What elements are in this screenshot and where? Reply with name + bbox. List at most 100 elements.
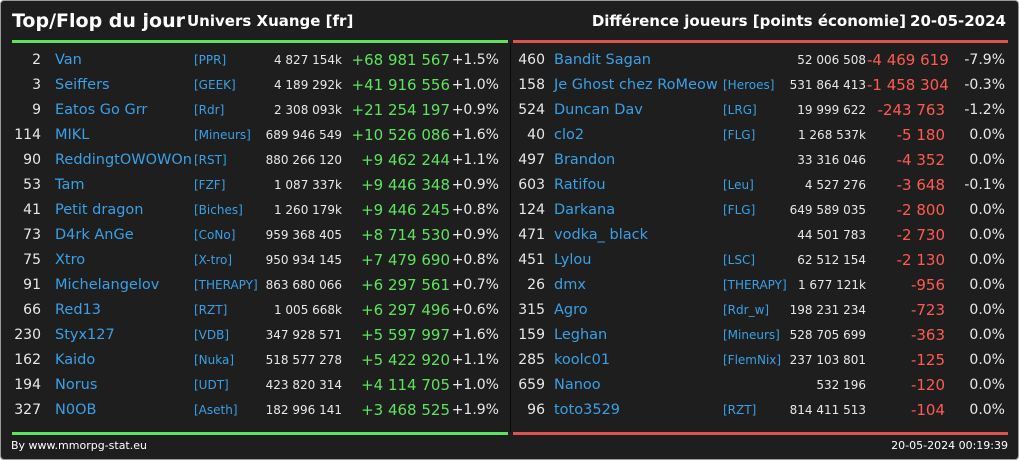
flop-percent-change: 0.0% bbox=[969, 402, 1005, 418]
top-alliance-tag[interactable]: [Biches] bbox=[194, 203, 243, 217]
flop-points: 528 705 699 bbox=[789, 328, 866, 342]
top-rank: 90 bbox=[23, 152, 41, 168]
flop-alliance-tag[interactable]: [FLG] bbox=[723, 203, 756, 217]
top-alliance-tag[interactable]: [GEEK] bbox=[194, 78, 236, 92]
flop-points: 33 316 046 bbox=[797, 153, 866, 167]
top-alliance-tag[interactable]: [RST] bbox=[194, 153, 227, 167]
top-alliance-tag[interactable]: [VDB] bbox=[194, 328, 230, 342]
flop-points: 1 268 537k bbox=[797, 128, 866, 142]
top-rank: 162 bbox=[14, 352, 41, 368]
top-points: 689 946 549 bbox=[265, 128, 342, 142]
flop-player-name-link[interactable]: Lylou bbox=[554, 252, 592, 268]
top-player-name-link[interactable]: Norus bbox=[55, 377, 98, 393]
top-player-name-link[interactable]: Van bbox=[55, 52, 82, 68]
flop-alliance-tag[interactable]: [Mineurs] bbox=[723, 328, 780, 342]
flop-alliance-tag[interactable]: [Heroes] bbox=[723, 78, 775, 92]
flop-alliance-tag[interactable]: [FLG] bbox=[723, 128, 756, 142]
flop-percent-change: 0.0% bbox=[969, 252, 1005, 268]
top-alliance-tag[interactable]: [Rdr] bbox=[194, 103, 225, 117]
flop-player-name-link[interactable]: Agro bbox=[554, 302, 588, 318]
flop-alliance-tag[interactable]: [FlemNix] bbox=[723, 353, 782, 367]
top-alliance-tag[interactable]: [X-tro] bbox=[194, 253, 233, 267]
top-rank: 66 bbox=[23, 302, 41, 318]
flop-row: 497 Brandon 33 316 046 -4 352 0.0% bbox=[1, 148, 1018, 173]
page-title: Top/Flop du jour bbox=[12, 10, 185, 32]
flop-alliance-tag[interactable]: [LRG] bbox=[723, 103, 757, 117]
top-row: 194 Norus [UDT] 423 820 314 +4 114 705 +1.0% bbox=[1, 373, 1018, 398]
top-player-name-link[interactable]: Petit dragon bbox=[55, 202, 144, 218]
top-player-name-link[interactable]: N0OB bbox=[55, 402, 97, 418]
flop-player-name-link[interactable]: Darkana bbox=[554, 202, 616, 218]
top-point-difference: +7 479 690 bbox=[361, 251, 450, 269]
flop-player-name-link[interactable]: clo2 bbox=[554, 127, 585, 143]
top-player-name-link[interactable]: MIKL bbox=[55, 127, 90, 143]
top-point-difference: +68 981 567 bbox=[351, 51, 450, 69]
flop-player-name-link[interactable]: toto3529 bbox=[554, 402, 621, 418]
flop-player-name-link[interactable]: Nanoo bbox=[554, 377, 601, 393]
flop-player-name-link[interactable]: Duncan Dav bbox=[554, 102, 643, 118]
flop-points: 19 999 622 bbox=[797, 103, 866, 117]
top-row: 53 Tam [FZF] 1 087 337k +9 446 348 +0.9% bbox=[1, 173, 1018, 198]
top-point-difference: +9 446 348 bbox=[361, 176, 450, 194]
top-alliance-tag[interactable]: [Aseth] bbox=[194, 403, 238, 417]
top-row: 73 D4rk AnGe [CoNo] 959 368 405 +8 714 530 +0… bbox=[1, 223, 1018, 248]
top-player-name-link[interactable]: ReddingtOWOWOn bbox=[55, 152, 192, 168]
flop-player-name-link[interactable]: Leghan bbox=[554, 327, 608, 343]
flop-percent-change: -1.2% bbox=[964, 102, 1005, 118]
top-alliance-tag[interactable]: [Nuka] bbox=[194, 353, 235, 367]
top-row: 3 Seiffers [GEEK] 4 189 292k +41 916 556 +1.0… bbox=[1, 73, 1018, 98]
top-alliance-tag[interactable]: [CoNo] bbox=[194, 228, 236, 242]
flop-alliance-tag[interactable]: [RZT] bbox=[723, 403, 757, 417]
top-row: 41 Petit dragon [Biches] 1 260 179k +9 446 2… bbox=[1, 198, 1018, 223]
top-points: 518 577 278 bbox=[265, 353, 342, 367]
flop-rank: 471 bbox=[518, 227, 545, 243]
top-points: 347 928 571 bbox=[265, 328, 342, 342]
flop-player-name-link[interactable]: vodka_ black bbox=[554, 227, 649, 243]
flop-percent-change: 0.0% bbox=[969, 352, 1005, 368]
top-player-name-link[interactable]: Kaido bbox=[55, 352, 96, 368]
top-row: 9 Eatos Go Grr [Rdr] 2 308 093k +21 254 197 +… bbox=[1, 98, 1018, 123]
top-player-name-link[interactable]: Michelangelov bbox=[55, 277, 160, 293]
top-player-name-link[interactable]: Seiffers bbox=[55, 77, 110, 93]
top-points: 1 087 337k bbox=[273, 178, 342, 192]
top-alliance-tag[interactable]: [Mineurs] bbox=[194, 128, 251, 142]
flop-alliance-tag[interactable]: [Rdr_w] bbox=[723, 303, 770, 317]
top-player-name-link[interactable]: Xtro bbox=[55, 252, 86, 268]
flop-point-difference: -2 800 bbox=[896, 201, 945, 219]
flop-rank: 451 bbox=[518, 252, 545, 268]
top-percent-change: +1.1% bbox=[451, 352, 499, 368]
top-player-name-link[interactable]: Red13 bbox=[55, 302, 101, 318]
flop-player-name-link[interactable]: Bandit Sagan bbox=[554, 52, 651, 68]
flop-alliance-tag[interactable]: [THERAPY] bbox=[723, 278, 787, 292]
flop-player-name-link[interactable]: Brandon bbox=[554, 152, 616, 168]
top-rank: 114 bbox=[14, 127, 41, 143]
flop-player-name-link[interactable]: Ratifou bbox=[554, 177, 606, 193]
top-player-name-link[interactable]: Eatos Go Grr bbox=[55, 102, 148, 118]
top-alliance-tag[interactable]: [FZF] bbox=[194, 178, 226, 192]
top-alliance-tag[interactable]: [UDT] bbox=[194, 378, 229, 392]
top-percent-change: +0.9% bbox=[451, 227, 499, 243]
flop-row: 524 Duncan Dav [LRG] 19 999 622 -243 763 -1.2… bbox=[1, 98, 1018, 123]
flop-player-name-link[interactable]: dmx bbox=[554, 277, 586, 293]
flop-point-difference: -723 bbox=[910, 301, 945, 319]
top-points: 1 260 179k bbox=[273, 203, 342, 217]
top-point-difference: +3 468 525 bbox=[361, 401, 450, 419]
top-player-name-link[interactable]: Tam bbox=[55, 177, 85, 193]
flop-points: 532 196 bbox=[816, 378, 866, 392]
flop-row: 659 Nanoo 532 196 -120 0.0% bbox=[1, 373, 1018, 398]
footer-timestamp: 20-05-2024 00:19:39 bbox=[891, 439, 1008, 452]
top-alliance-tag[interactable]: [THERAPY] bbox=[194, 278, 258, 292]
top-player-name-link[interactable]: Styx127 bbox=[55, 327, 115, 343]
top-alliance-tag[interactable]: [PPR] bbox=[194, 53, 227, 67]
flop-alliance-tag[interactable]: [LSC] bbox=[723, 253, 756, 267]
top-row: 91 Michelangelov [THERAPY] 863 680 066 +6 29… bbox=[1, 273, 1018, 298]
top-point-difference: +9 462 244 bbox=[361, 151, 450, 169]
flop-percent-change: 0.0% bbox=[969, 227, 1005, 243]
top-player-name-link[interactable]: D4rk AnGe bbox=[55, 227, 134, 243]
top-points: 182 996 141 bbox=[265, 403, 342, 417]
flop-player-name-link[interactable]: koolc01 bbox=[554, 352, 611, 368]
top-alliance-tag[interactable]: [RZT] bbox=[194, 303, 228, 317]
flop-row: 158 Je Ghost chez RoMeow [Heroes] 531 864 4… bbox=[1, 73, 1018, 98]
flop-player-name-link[interactable]: Je Ghost chez RoMeow bbox=[554, 77, 718, 93]
flop-alliance-tag[interactable]: [Leu] bbox=[723, 178, 754, 192]
